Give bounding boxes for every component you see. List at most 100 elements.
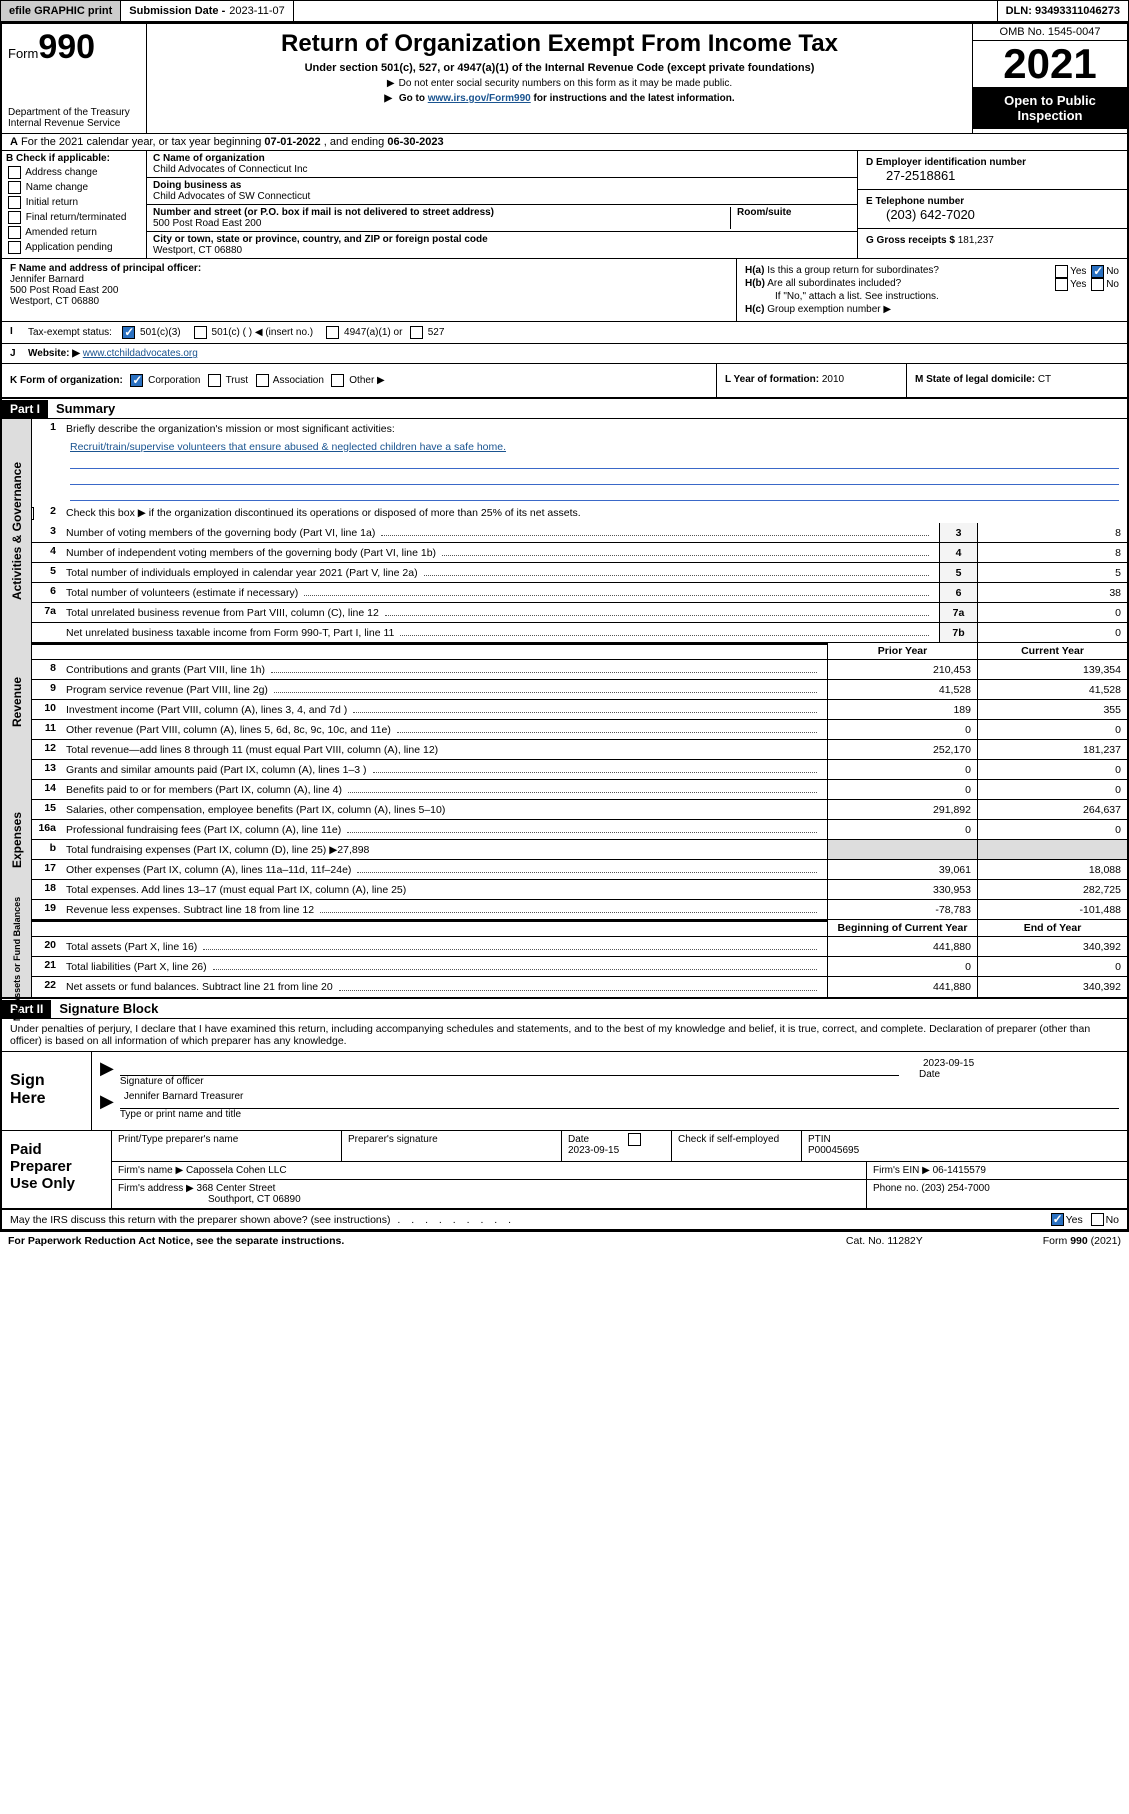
- l13-py: 0: [827, 760, 977, 779]
- line7b-text: Net unrelated business taxable income fr…: [62, 623, 939, 642]
- l15-py: 291,892: [827, 800, 977, 819]
- chk-association[interactable]: [256, 374, 269, 387]
- line3-value: 8: [977, 523, 1127, 542]
- form-note-ssn: Do not enter social security numbers on …: [155, 78, 964, 89]
- tax-year-begin: 07-01-2022: [264, 136, 320, 148]
- form-note-link: Go to www.irs.gov/Form990 for instructio…: [155, 93, 964, 104]
- row-i: I Tax-exempt status: 501(c)(3) 501(c) ( …: [2, 322, 1127, 344]
- chk-initial-return[interactable]: Initial return: [6, 196, 142, 209]
- ha-text: Is this a group return for subordinates?: [767, 265, 939, 276]
- l14-cy: 0: [977, 780, 1127, 799]
- chk-501c[interactable]: [194, 326, 207, 339]
- chk-final-return[interactable]: Final return/terminated: [6, 211, 142, 224]
- vtab-activities: Activities & Governance: [10, 462, 24, 600]
- e-label: E Telephone number: [866, 196, 964, 207]
- ha-no[interactable]: [1091, 265, 1104, 278]
- l22-text: Net assets or fund balances. Subtract li…: [66, 981, 333, 993]
- k-label: K Form of organization:: [10, 375, 123, 386]
- mission-text: Recruit/train/supervise volunteers that …: [70, 441, 506, 453]
- l13-cy: 0: [977, 760, 1127, 779]
- section-b: B Check if applicable: Address change Na…: [2, 151, 147, 258]
- firm-name-label: Firm's name ▶: [118, 1165, 183, 1176]
- na-col-header: Beginning of Current Year End of Year: [32, 920, 1127, 937]
- officer-signature-line[interactable]: [120, 1058, 899, 1076]
- efile-print-button[interactable]: efile GRAPHIC print: [1, 1, 121, 21]
- i-label: Tax-exempt status:: [28, 327, 112, 338]
- chk-application-pending[interactable]: Application pending: [6, 241, 142, 254]
- page-footer: For Paperwork Reduction Act Notice, see …: [0, 1232, 1129, 1250]
- chk-501c3[interactable]: [122, 326, 135, 339]
- chk-4947[interactable]: [326, 326, 339, 339]
- chk-self-employed[interactable]: [628, 1133, 641, 1146]
- l19-text: Revenue less expenses. Subtract line 18 …: [66, 904, 314, 916]
- line1-text: Briefly describe the organization's miss…: [62, 419, 1127, 439]
- col-prior-year: Prior Year: [827, 643, 977, 659]
- chk-527[interactable]: [410, 326, 423, 339]
- chk-address-change[interactable]: Address change: [6, 166, 142, 179]
- l20-text: Total assets (Part X, line 16): [66, 941, 197, 953]
- l19-py: -78,783: [827, 900, 977, 919]
- section-c: C Name of organization Child Advocates o…: [147, 151, 857, 258]
- part1-title: Summary: [48, 399, 123, 418]
- officer-name: Jennifer Barnard: [10, 274, 84, 285]
- ha-yes[interactable]: [1055, 265, 1068, 278]
- chk-amended-return[interactable]: Amended return: [6, 226, 142, 239]
- line7b-value: 0: [977, 623, 1127, 642]
- vtab-revenue: Revenue: [10, 676, 24, 726]
- firm-addr-label: Firm's address ▶: [118, 1183, 194, 1194]
- sig-date-value: 2023-09-15: [919, 1058, 1119, 1069]
- chk-other[interactable]: [331, 374, 344, 387]
- sign-here-block: Sign Here ▶ Signature of officer 2023-09…: [2, 1052, 1127, 1131]
- row-l: L Year of formation: 2010: [717, 364, 907, 397]
- firm-addr2: Southport, CT 06890: [118, 1194, 301, 1205]
- chk-name-change[interactable]: Name change: [6, 181, 142, 194]
- chk-trust[interactable]: [208, 374, 221, 387]
- l16b-text: Total fundraising expenses (Part IX, col…: [66, 844, 337, 856]
- vtab-net-assets: Net Assets or Fund Balances: [12, 896, 22, 1020]
- omb-number: OMB No. 1545-0047: [973, 24, 1127, 41]
- part2-label: Part II: [2, 1000, 51, 1018]
- chk-corporation[interactable]: [130, 374, 143, 387]
- officer-name-label: Type or print name and title: [120, 1109, 1119, 1120]
- year-formation: 2010: [822, 374, 844, 385]
- f-label: F Name and address of principal officer:: [10, 263, 201, 274]
- line2-text: Check this box ▶ if the organization dis…: [62, 503, 1127, 523]
- section-f: F Name and address of principal officer:…: [2, 259, 737, 321]
- sig-date-label: Date: [919, 1069, 1119, 1080]
- form-word: Form: [8, 46, 38, 61]
- tax-year-end: 06-30-2023: [387, 136, 443, 148]
- part2-header: Part II Signature Block: [2, 999, 1127, 1019]
- org-name: Child Advocates of Connecticut Inc: [153, 164, 851, 175]
- mayirs-no[interactable]: [1091, 1213, 1104, 1226]
- header-right: OMB No. 1545-0047 2021 Open to Public In…: [972, 24, 1127, 133]
- part2-title: Signature Block: [51, 999, 166, 1018]
- line6-text: Total number of volunteers (estimate if …: [62, 583, 939, 602]
- prep-date-value: 2023-09-15: [568, 1145, 619, 1156]
- officer-addr2: Westport, CT 06880: [10, 296, 99, 307]
- row-klm: K Form of organization: Corporation Trus…: [2, 364, 1127, 399]
- hb-yes[interactable]: [1055, 278, 1068, 291]
- city-value: Westport, CT 06880: [153, 245, 851, 256]
- col-eoy: End of Year: [977, 920, 1127, 936]
- submission-date-label: Submission Date -: [129, 5, 225, 17]
- section-bcdeg: B Check if applicable: Address change Na…: [2, 151, 1127, 259]
- l16a-text: Professional fundraising fees (Part IX, …: [66, 824, 341, 836]
- l22-py: 441,880: [827, 977, 977, 997]
- officer-name-title: Jennifer Barnard Treasurer: [120, 1091, 1119, 1109]
- line7a-value: 0: [977, 603, 1127, 622]
- l8-py: 210,453: [827, 660, 977, 679]
- irs-link[interactable]: www.irs.gov/Form990: [428, 93, 531, 104]
- firm-phone-label: Phone no.: [873, 1183, 919, 1194]
- prep-sig-label: Preparer's signature: [342, 1131, 562, 1161]
- l12-cy: 181,237: [977, 740, 1127, 759]
- website-link[interactable]: www.ctchildadvocates.org: [83, 348, 198, 359]
- form-header: Form990 Department of the Treasury Inter…: [2, 24, 1127, 134]
- section-deg: D Employer identification number 27-2518…: [857, 151, 1127, 258]
- sig-arrow-icon-2: ▶: [100, 1091, 114, 1120]
- line4-value: 8: [977, 543, 1127, 562]
- col-current-year: Current Year: [977, 643, 1127, 659]
- mayirs-yes[interactable]: [1051, 1213, 1064, 1226]
- firm-ein-value: 06-1415579: [933, 1165, 986, 1176]
- row-k: K Form of organization: Corporation Trus…: [2, 364, 717, 397]
- hb-no[interactable]: [1091, 278, 1104, 291]
